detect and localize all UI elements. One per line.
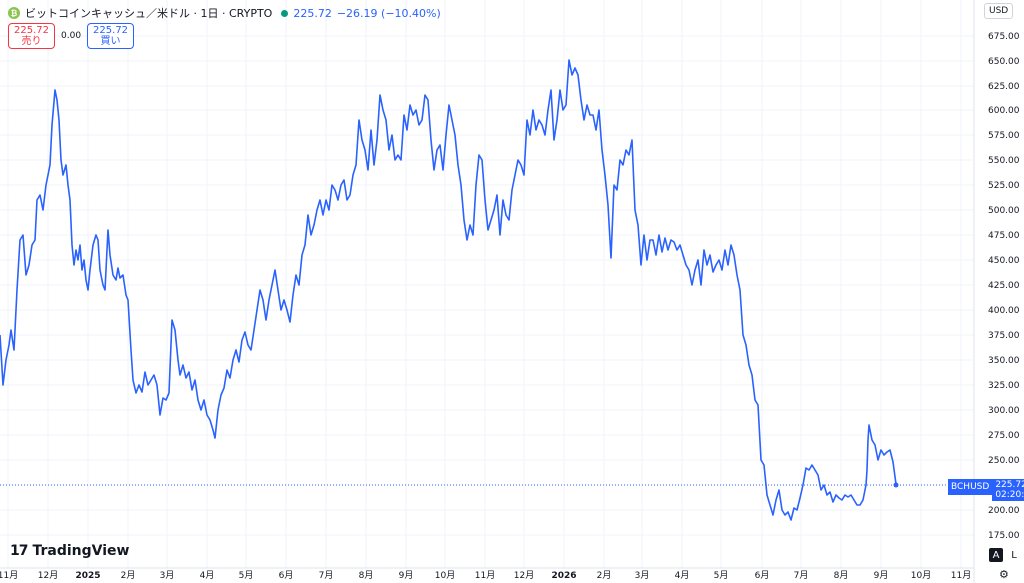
price-tick-label: 650.00 bbox=[988, 57, 1020, 67]
time-tick-label: 2月 bbox=[597, 570, 612, 581]
buy-label: 買い bbox=[100, 36, 121, 47]
price-tick-label: 500.00 bbox=[988, 206, 1020, 216]
currency-selector[interactable]: USD bbox=[984, 3, 1014, 19]
time-tick-label: 8月 bbox=[359, 570, 374, 581]
time-tick-label: 4月 bbox=[675, 570, 690, 581]
time-tick-label: 3月 bbox=[635, 570, 650, 581]
price-tick-label: 600.00 bbox=[988, 106, 1020, 116]
price-tick-label: 250.00 bbox=[988, 456, 1020, 466]
market-open-icon bbox=[281, 9, 289, 17]
time-tick-label: 11月 bbox=[951, 570, 971, 581]
time-tick-label: 7月 bbox=[794, 570, 809, 581]
time-tick-label: 6月 bbox=[279, 570, 294, 581]
price-tick-label: 575.00 bbox=[988, 131, 1020, 141]
time-tick-label: 9月 bbox=[399, 570, 414, 581]
time-tick-label: 8月 bbox=[834, 570, 849, 581]
header-price: 225.72 bbox=[293, 6, 332, 20]
auto-scale-button[interactable]: A bbox=[989, 548, 1003, 562]
price-tick-label: 275.00 bbox=[988, 431, 1020, 441]
time-tick-label: 6月 bbox=[755, 570, 770, 581]
time-tick-label: 11月 bbox=[475, 570, 495, 581]
log-scale-button[interactable]: L bbox=[1011, 549, 1017, 561]
price-tick-label: 525.00 bbox=[988, 181, 1020, 191]
time-tick-label: 2026 bbox=[551, 571, 576, 581]
tradingview-mark-icon: 17 bbox=[10, 543, 29, 559]
time-tick-label: 9月 bbox=[874, 570, 889, 581]
sell-price: 225.72 bbox=[14, 25, 49, 36]
time-tick-label: 3月 bbox=[160, 570, 175, 581]
price-tick-label: 375.00 bbox=[988, 331, 1020, 341]
time-tick-label: 11月 bbox=[0, 570, 18, 581]
sell-label: 売り bbox=[21, 36, 42, 47]
logo-text: TradingView bbox=[32, 543, 130, 559]
time-tick-label: 12月 bbox=[38, 570, 58, 581]
time-tick-label: 12月 bbox=[514, 570, 534, 581]
buy-price: 225.72 bbox=[93, 25, 129, 36]
time-tick-label: 10月 bbox=[435, 570, 455, 581]
price-tick-label: 550.00 bbox=[988, 156, 1020, 166]
price-tick-label: 675.00 bbox=[988, 32, 1020, 42]
price-series-line bbox=[0, 59, 897, 521]
chart-header: ₿ ビットコインキャッシュ／米ドル · 1日 · CRYPTO 225.72 −… bbox=[8, 5, 441, 21]
price-tick-label: 350.00 bbox=[988, 356, 1020, 366]
price-tick-label: 625.00 bbox=[988, 82, 1020, 92]
price-tick-label: 450.00 bbox=[988, 256, 1020, 266]
spread-value: 0.00 bbox=[61, 31, 82, 41]
header-change: −26.19 (−10.40%) bbox=[336, 6, 441, 20]
price-tick-label: 475.00 bbox=[988, 231, 1020, 241]
price-tick-label: 175.00 bbox=[988, 531, 1020, 541]
symbol-tag: BCHUSD bbox=[948, 479, 993, 495]
symbol-title[interactable]: ビットコインキャッシュ／米ドル · 1日 · CRYPTO bbox=[25, 7, 273, 20]
time-tick-label: 7月 bbox=[319, 570, 334, 581]
tradingview-logo[interactable]: 17 TradingView bbox=[10, 543, 129, 559]
time-tick-label: 10月 bbox=[911, 570, 931, 581]
sell-button[interactable]: 225.72 売り bbox=[8, 23, 55, 49]
price-axis[interactable]: 675.00 650.00 625.00 600.00 575.00 550.00 525.… bbox=[988, 32, 1020, 541]
time-axis[interactable]: 11月 12月 2025 2月 3月 4月 5月 6月 7月 8月 9月 10月 11月 12月 2026 2… bbox=[0, 570, 971, 581]
price-tick-label: 300.00 bbox=[988, 406, 1020, 416]
time-tick-label: 5月 bbox=[239, 570, 254, 581]
last-price-value: 225.72 bbox=[995, 480, 1024, 490]
settings-gear-icon[interactable]: ⚙ bbox=[999, 568, 1009, 581]
price-tick-label: 325.00 bbox=[988, 381, 1020, 391]
price-countdown-tag: 225.72 02:20:38 bbox=[992, 479, 1024, 501]
time-tick-label: 4月 bbox=[200, 570, 215, 581]
price-tick-label: 400.00 bbox=[988, 306, 1020, 316]
price-tick-label: 425.00 bbox=[988, 281, 1020, 291]
bar-countdown: 02:20:38 bbox=[995, 490, 1024, 500]
trade-panel: 225.72 売り 0.00 225.72 買い bbox=[8, 23, 135, 49]
price-tick-label: 200.00 bbox=[988, 506, 1020, 516]
time-tick-label: 5月 bbox=[714, 570, 729, 581]
last-price-tag: BCHUSD 225.72 02:20:38 bbox=[948, 479, 1024, 501]
time-tick-label: 2025 bbox=[75, 571, 100, 581]
buy-button[interactable]: 225.72 買い bbox=[87, 23, 135, 49]
time-tick-label: 2月 bbox=[121, 570, 136, 581]
chart-grid bbox=[0, 0, 974, 568]
bch-coin-icon: ₿ bbox=[8, 7, 20, 19]
last-price-point bbox=[893, 482, 899, 488]
